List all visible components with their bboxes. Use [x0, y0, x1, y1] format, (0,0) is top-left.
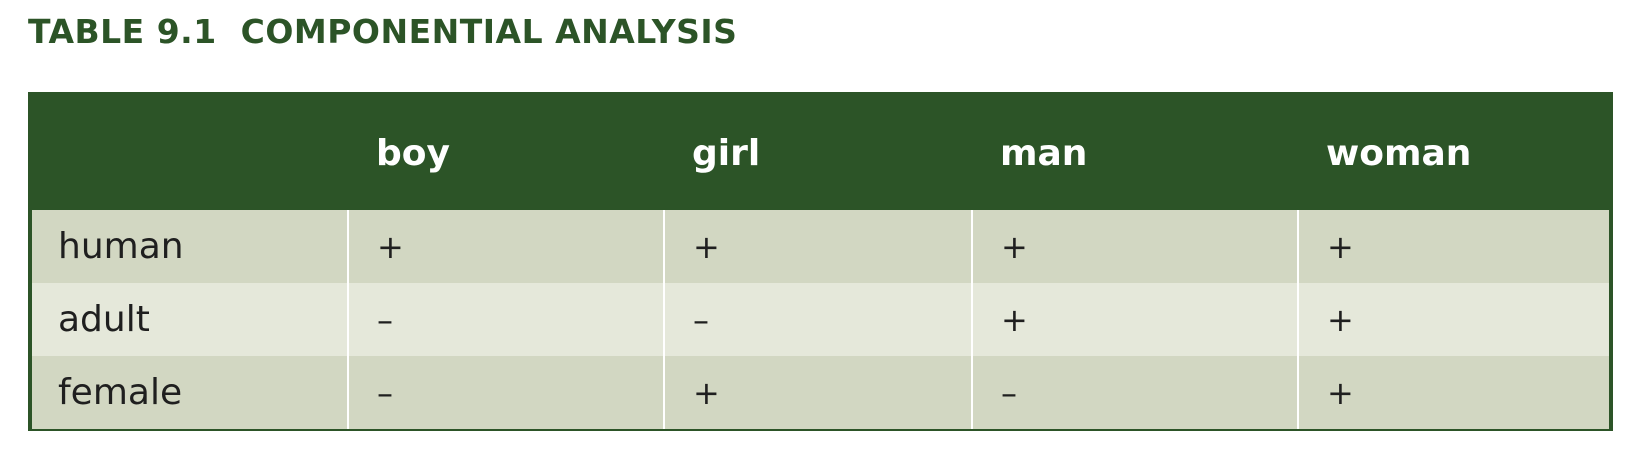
table-cell: +	[663, 356, 972, 429]
table-cell: +	[971, 210, 1298, 283]
row-label: adult	[32, 283, 348, 356]
header-empty-cell	[32, 96, 348, 210]
table-row-adult: adult – – + +	[32, 283, 1609, 356]
table-row-female: female – + – +	[32, 356, 1609, 429]
row-label: female	[32, 356, 348, 429]
column-header-boy: boy	[348, 96, 664, 210]
row-label: human	[32, 210, 348, 283]
table-cell: +	[1297, 210, 1609, 283]
column-header-man: man	[972, 96, 1298, 210]
header-row: boy girl man woman	[32, 96, 1609, 210]
table-cell: +	[663, 210, 972, 283]
table-cell: +	[1297, 356, 1609, 429]
table-cell: –	[347, 283, 664, 356]
column-header-woman: woman	[1298, 96, 1609, 210]
componential-analysis-table: boy girl man woman human + + + + adult –…	[28, 92, 1613, 431]
table-cell: –	[971, 356, 1298, 429]
column-header-girl: girl	[664, 96, 972, 210]
table: boy girl man woman human + + + + adult –…	[32, 96, 1609, 429]
table-cell: –	[347, 356, 664, 429]
table-row-human: human + + + +	[32, 210, 1609, 283]
table-cell: +	[1297, 283, 1609, 356]
table-cell: +	[347, 210, 664, 283]
table-cell: +	[971, 283, 1298, 356]
table-cell: –	[663, 283, 972, 356]
table-caption: TABLE 9.1 COMPONENTIAL ANALYSIS	[28, 12, 738, 51]
